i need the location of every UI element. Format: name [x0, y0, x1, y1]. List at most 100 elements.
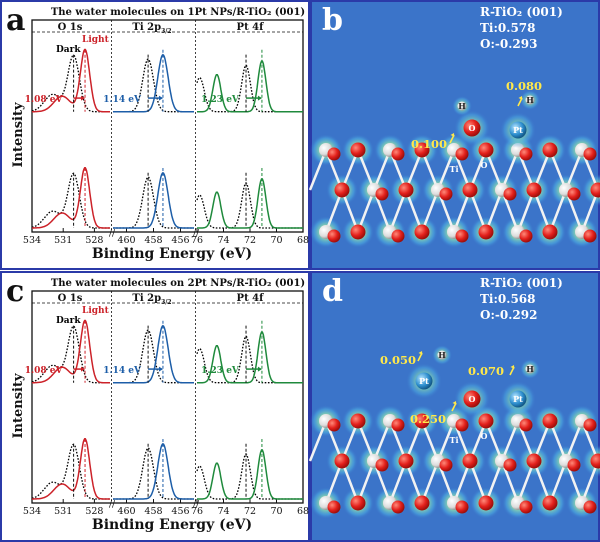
- dark-series-line: [31, 172, 110, 229]
- o-atom: [542, 495, 558, 511]
- bond: [564, 420, 584, 462]
- charge-label: 0.100: [411, 137, 447, 151]
- o-atom: [398, 182, 414, 198]
- o-atom: [583, 147, 597, 161]
- charge-label: 0.050: [380, 353, 416, 367]
- o-atom: [414, 413, 430, 429]
- shift-arrowhead: [158, 366, 163, 372]
- charge-arrowhead: [510, 365, 515, 369]
- bond: [308, 149, 328, 191]
- atom-label: Ti: [450, 435, 459, 445]
- o-atom: [478, 224, 494, 240]
- atom-label: Ti: [450, 164, 459, 174]
- o-atom: [350, 413, 366, 429]
- o-atom: [478, 142, 494, 158]
- bond: [500, 149, 520, 191]
- light-series-line: [32, 319, 110, 384]
- o-atom: [327, 229, 341, 243]
- atom-label: Pt: [419, 376, 429, 386]
- atom-label: Pt: [513, 125, 523, 135]
- o-atom: [439, 187, 453, 201]
- atom-label: O: [469, 394, 476, 404]
- o-atom: [391, 500, 405, 514]
- panel-b: b R-TiO₂ (001) Ti:0.578 O:-0.293 H H O Pt Ti O 0.0…: [308, 3, 600, 248]
- info-text: O:-0.293: [480, 37, 537, 51]
- pt-atom: [509, 121, 527, 139]
- light-label: Light: [82, 35, 110, 45]
- o-atom: [590, 453, 600, 469]
- panel-d: d R-TiO₂ (001) Ti:0.568 O:-0.292 H Pt H O Pt Ti O 0…: [308, 274, 600, 519]
- x-tick-label: 531: [54, 235, 72, 246]
- pt-atom: [509, 390, 527, 408]
- o-adsorbate: [463, 390, 481, 408]
- y-axis-label: Intensity: [11, 373, 26, 439]
- o-atom: [350, 224, 366, 240]
- bond: [308, 420, 328, 462]
- h-atom: [437, 350, 447, 360]
- shift-arrowhead: [257, 95, 262, 101]
- axis-break: //: [109, 229, 116, 239]
- x-tick-label: 456: [171, 235, 189, 246]
- charge-label: 0.080: [506, 79, 542, 93]
- light-series-line: [113, 171, 194, 229]
- x-tick-label: 528: [85, 506, 103, 517]
- info-text: Ti:0.578: [480, 21, 536, 35]
- shift-label: 1.14 eV: [103, 95, 142, 105]
- shift-label: 1.14 eV: [103, 366, 142, 376]
- o-atom: [391, 229, 405, 243]
- o-atom: [455, 147, 469, 161]
- o-atom: [398, 453, 414, 469]
- shift-label: 1.08 eV: [25, 366, 64, 376]
- o-atom: [526, 182, 542, 198]
- bond: [436, 149, 456, 191]
- o-atom: [542, 224, 558, 240]
- o-adsorbate: [463, 119, 481, 137]
- panel-letter: d: [322, 274, 343, 309]
- x-tick-label: 74: [217, 235, 229, 246]
- o-atom: [462, 182, 478, 198]
- panel-title: The water molecules on 1Pt NPs/R-TiO₂ (0…: [51, 7, 305, 18]
- atom-label: H: [458, 101, 466, 111]
- o-atom: [462, 453, 478, 469]
- o-atom: [327, 418, 341, 432]
- o-atom: [455, 229, 469, 243]
- section-header: O 1s: [58, 293, 83, 304]
- axis-break: //: [193, 229, 200, 239]
- o-atom: [334, 453, 350, 469]
- light-label: Light: [82, 306, 110, 316]
- shift-label: 1.23 eV: [201, 95, 240, 105]
- o-atom: [478, 413, 494, 429]
- o-atom: [455, 418, 469, 432]
- x-tick-label: 458: [144, 506, 162, 517]
- o-atom: [583, 229, 597, 243]
- bond: [372, 420, 392, 462]
- x-tick-label: 458: [144, 235, 162, 246]
- shift-arrowhead: [257, 366, 262, 372]
- x-axis-label: Binding Energy (eV): [92, 246, 252, 262]
- light-series-line: [197, 449, 303, 500]
- o-atom: [334, 182, 350, 198]
- x-tick-label: 76: [191, 235, 203, 246]
- o-atom: [590, 182, 600, 198]
- x-tick-label: 456: [171, 506, 189, 517]
- o-atom: [478, 495, 494, 511]
- axis-break: //: [193, 500, 200, 510]
- x-tick-label: 460: [117, 506, 135, 517]
- atom-label: H: [438, 350, 446, 360]
- x-tick-label: 534: [23, 506, 41, 517]
- atom-label: Pt: [513, 394, 523, 404]
- shift-arrowhead: [81, 95, 86, 101]
- o-atom: [542, 413, 558, 429]
- light-series-line: [197, 178, 303, 229]
- h-atom: [457, 101, 467, 111]
- o-atom: [519, 418, 533, 432]
- info-text: R-TiO₂ (001): [480, 276, 563, 290]
- charge-arrowhead: [518, 96, 523, 100]
- o-atom: [414, 142, 430, 158]
- x-tick-label: 460: [117, 235, 135, 246]
- o-atom: [526, 453, 542, 469]
- shift-label: 1.08 eV: [25, 95, 64, 105]
- bond: [372, 149, 392, 191]
- panel-letter: a: [6, 3, 25, 38]
